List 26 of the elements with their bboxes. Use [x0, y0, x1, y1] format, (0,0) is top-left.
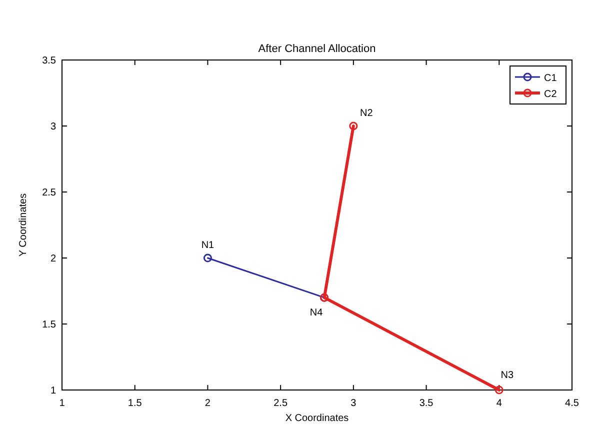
annotation: N1: [201, 240, 215, 251]
legend-label: C2: [544, 89, 558, 100]
x-tick-label: 1: [59, 398, 66, 409]
legend-label: C1: [544, 73, 558, 84]
y-tick-label: 3.5: [42, 56, 56, 66]
x-tick-label: 2.5: [274, 398, 288, 409]
point: [494, 386, 504, 394]
annotation: N3: [500, 370, 514, 381]
x-tick-label: 4: [496, 398, 502, 409]
x-tick-label: 1.5: [128, 398, 142, 409]
y-tick-label: 1.5: [42, 320, 56, 330]
y-tick-label: 3: [50, 122, 56, 132]
x-axis-title: X Coordinates: [285, 413, 349, 424]
annotation: N4: [310, 308, 324, 319]
y-axis-title: Y Coordinates: [18, 193, 29, 257]
x-tick-label: 3: [350, 398, 357, 409]
x-tick-label: 3.5: [419, 398, 434, 409]
point: [203, 254, 212, 262]
y-tick-label: 1: [50, 386, 56, 396]
chart-title: After Channel Allocation: [258, 43, 376, 55]
y-tick-label: 2.5: [42, 188, 56, 198]
y-tick-label: 2: [50, 254, 56, 264]
x-tick-label: 4.5: [565, 398, 580, 409]
annotation: N2: [360, 108, 374, 119]
x-tick-label: 2: [204, 398, 211, 409]
point: [349, 122, 358, 130]
